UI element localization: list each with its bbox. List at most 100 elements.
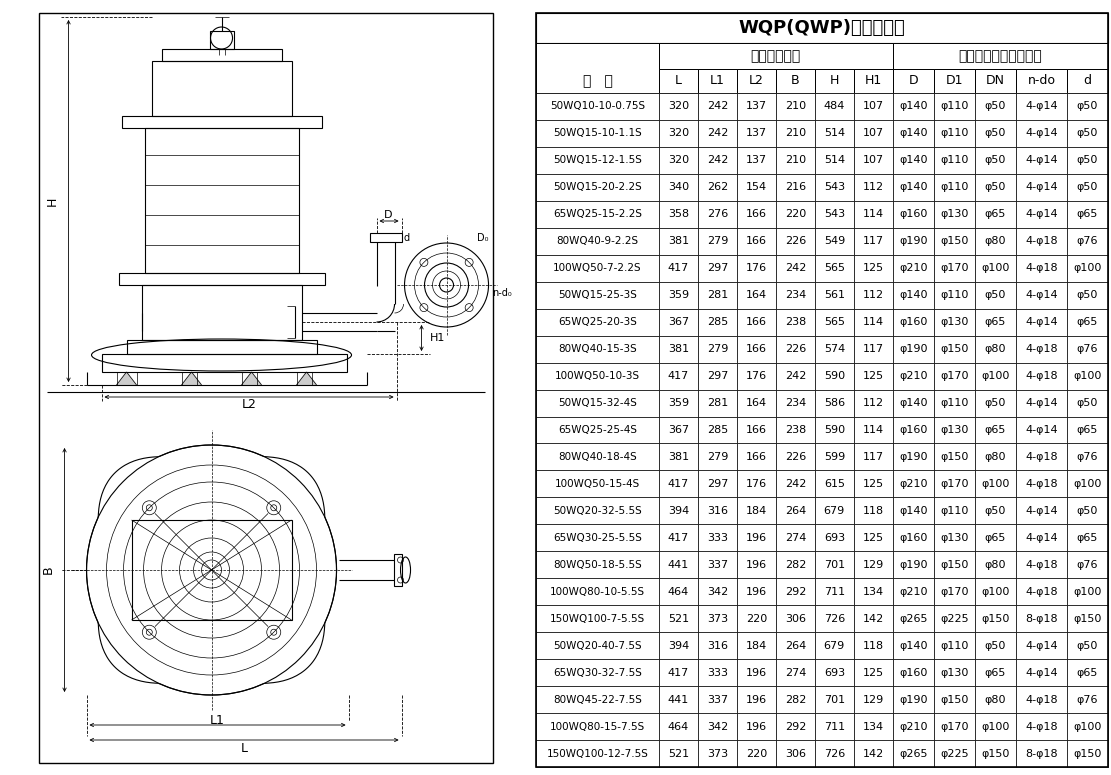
Text: 514: 514 bbox=[823, 129, 844, 139]
Text: 196: 196 bbox=[745, 587, 767, 597]
Bar bbox=[974, 363, 1015, 390]
Text: φ50: φ50 bbox=[1077, 156, 1098, 165]
Text: 100WQ80-10-5.5S: 100WQ80-10-5.5S bbox=[550, 587, 645, 597]
Text: 4-φ18: 4-φ18 bbox=[1025, 479, 1058, 489]
Text: 4-φ18: 4-φ18 bbox=[1025, 587, 1058, 597]
Bar bbox=[1067, 605, 1108, 632]
Bar bbox=[933, 336, 974, 363]
Bar bbox=[536, 470, 659, 498]
Text: 4-φ14: 4-φ14 bbox=[1025, 506, 1058, 516]
Bar bbox=[737, 147, 775, 174]
Text: 320: 320 bbox=[668, 129, 689, 139]
Text: 107: 107 bbox=[863, 129, 884, 139]
Text: φ76: φ76 bbox=[1077, 694, 1099, 704]
Bar bbox=[814, 660, 854, 686]
Text: 117: 117 bbox=[863, 452, 884, 462]
Text: 118: 118 bbox=[863, 641, 884, 651]
Bar bbox=[536, 660, 659, 686]
Text: φ160: φ160 bbox=[899, 533, 928, 542]
Bar bbox=[659, 255, 698, 282]
Text: φ160: φ160 bbox=[899, 667, 928, 677]
Text: 234: 234 bbox=[784, 290, 805, 300]
Bar bbox=[1067, 686, 1108, 713]
Text: φ80: φ80 bbox=[984, 452, 1005, 462]
Text: 196: 196 bbox=[745, 667, 767, 677]
Bar bbox=[775, 174, 814, 201]
Polygon shape bbox=[297, 372, 317, 385]
Text: 4-φ14: 4-φ14 bbox=[1025, 156, 1058, 165]
Text: φ160: φ160 bbox=[899, 425, 928, 435]
Text: 112: 112 bbox=[863, 398, 884, 408]
Bar bbox=[659, 93, 698, 120]
Bar bbox=[1067, 416, 1108, 443]
Bar bbox=[893, 390, 933, 416]
Bar bbox=[775, 498, 814, 525]
Bar bbox=[853, 69, 893, 93]
Bar bbox=[893, 201, 933, 228]
Text: 65WQ25-15-2.2S: 65WQ25-15-2.2S bbox=[553, 209, 642, 219]
Text: 285: 285 bbox=[707, 425, 728, 435]
Bar bbox=[1067, 551, 1108, 578]
Bar bbox=[737, 470, 775, 498]
Text: 615: 615 bbox=[824, 479, 844, 489]
Bar bbox=[1015, 470, 1067, 498]
Text: φ210: φ210 bbox=[899, 479, 928, 489]
Text: 100WQ50-10-3S: 100WQ50-10-3S bbox=[556, 371, 640, 381]
Bar bbox=[536, 336, 659, 363]
Text: 196: 196 bbox=[745, 533, 767, 542]
Text: φ65: φ65 bbox=[1077, 209, 1098, 219]
Bar bbox=[775, 632, 814, 660]
Text: 4-φ14: 4-φ14 bbox=[1025, 667, 1058, 677]
Bar bbox=[659, 740, 698, 767]
Bar bbox=[775, 686, 814, 713]
Bar bbox=[893, 43, 1108, 69]
Bar bbox=[974, 228, 1015, 255]
Text: φ76: φ76 bbox=[1077, 560, 1099, 570]
Text: 726: 726 bbox=[823, 749, 845, 759]
Text: 166: 166 bbox=[745, 317, 767, 327]
Bar bbox=[933, 201, 974, 228]
Bar bbox=[893, 713, 933, 740]
Bar bbox=[698, 551, 737, 578]
Text: φ110: φ110 bbox=[940, 182, 969, 192]
Bar bbox=[698, 525, 737, 551]
Text: 282: 282 bbox=[784, 560, 807, 570]
Text: 80WQ40-9-2.2S: 80WQ40-9-2.2S bbox=[557, 236, 639, 246]
Text: 417: 417 bbox=[668, 264, 689, 274]
Text: 117: 117 bbox=[863, 236, 884, 246]
Text: φ130: φ130 bbox=[940, 425, 969, 435]
Text: φ80: φ80 bbox=[984, 344, 1005, 354]
Bar bbox=[893, 416, 933, 443]
Text: 543: 543 bbox=[823, 209, 844, 219]
Bar bbox=[893, 686, 933, 713]
Text: φ150: φ150 bbox=[981, 614, 1010, 624]
Text: 242: 242 bbox=[784, 264, 807, 274]
Bar bbox=[210, 31, 233, 49]
Text: φ210: φ210 bbox=[899, 587, 928, 597]
Bar bbox=[893, 498, 933, 525]
Text: φ100: φ100 bbox=[1073, 722, 1102, 732]
Bar bbox=[1067, 660, 1108, 686]
Text: L: L bbox=[240, 742, 248, 755]
Bar bbox=[737, 686, 775, 713]
Text: H1: H1 bbox=[430, 333, 444, 343]
Bar bbox=[775, 470, 814, 498]
Bar bbox=[1015, 498, 1067, 525]
Bar bbox=[933, 255, 974, 282]
Bar bbox=[536, 551, 659, 578]
Bar bbox=[1015, 416, 1067, 443]
Bar bbox=[775, 443, 814, 470]
Text: 226: 226 bbox=[784, 344, 805, 354]
Bar bbox=[737, 416, 775, 443]
Bar bbox=[698, 255, 737, 282]
Text: 679: 679 bbox=[823, 506, 845, 516]
Bar bbox=[737, 201, 775, 228]
Bar bbox=[1015, 363, 1067, 390]
Text: 4-φ14: 4-φ14 bbox=[1025, 317, 1058, 327]
Text: 134: 134 bbox=[863, 722, 884, 732]
Bar bbox=[974, 416, 1015, 443]
Bar bbox=[1015, 255, 1067, 282]
Bar bbox=[775, 282, 814, 308]
Text: 114: 114 bbox=[863, 425, 884, 435]
Bar bbox=[893, 120, 933, 147]
